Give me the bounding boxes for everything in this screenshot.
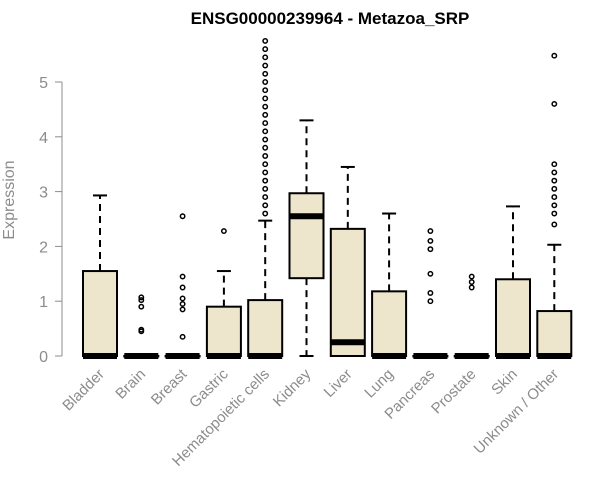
y-tick-label: 0 (39, 349, 48, 366)
outlier-point (262, 54, 269, 61)
box-group (288, 119, 325, 357)
outlier-point (179, 273, 186, 280)
outlier-point (262, 70, 269, 77)
outlier-point (262, 136, 269, 143)
outlier-point (427, 298, 434, 305)
outlier-point (427, 228, 434, 235)
outlier-point (551, 161, 558, 168)
outlier-point (262, 194, 269, 201)
x-category-label: Lung (361, 366, 397, 402)
outlier-point (262, 210, 269, 217)
box (329, 227, 366, 357)
outlier-point (179, 295, 186, 302)
outlier-point (138, 294, 145, 301)
outlier-point (262, 111, 269, 118)
x-category-label: Liver (321, 366, 356, 401)
outlier-point (468, 273, 475, 280)
x-category-label: Breast (148, 365, 191, 408)
outlier-point (138, 297, 145, 304)
outlier-point (262, 46, 269, 53)
outlier-point (179, 306, 186, 313)
box (536, 310, 573, 357)
outlier-point (262, 161, 269, 168)
box-group (329, 165, 366, 357)
outlier-point (427, 290, 434, 296)
box-group (123, 294, 160, 359)
outlier-point (551, 202, 558, 209)
outlier-point (179, 284, 186, 291)
box (82, 270, 118, 357)
outlier-point (262, 177, 269, 184)
x-category-label: Brain (112, 366, 149, 403)
outlier-point (262, 144, 269, 151)
outlier-point (551, 185, 558, 192)
outlier-point (427, 270, 434, 277)
outlier-point (551, 52, 558, 59)
chart-title: ENSG00000239964 - Metazoa_SRP (191, 9, 470, 28)
y-tick-label: 5 (39, 75, 48, 92)
outlier-point (179, 333, 186, 340)
outlier-point (262, 62, 269, 69)
outlier-point (262, 103, 269, 110)
outlier-point (179, 300, 186, 307)
box-group (205, 228, 242, 359)
outlier-point (262, 79, 269, 85)
box-group (412, 228, 449, 359)
outlier-point (551, 169, 558, 176)
outlier-point (262, 128, 269, 135)
x-category-label: Skin (488, 366, 521, 399)
y-tick-label: 4 (39, 130, 48, 147)
y-tick-label: 2 (39, 239, 48, 256)
box-group (247, 37, 284, 359)
outlier-point (262, 120, 269, 127)
outlier-point (262, 95, 269, 102)
outlier-point (551, 210, 558, 217)
outlier-point (468, 284, 475, 291)
y-axis: 0 1 2 3 4 5 (39, 75, 63, 366)
outlier-point (262, 169, 269, 176)
outlier-point (551, 221, 558, 228)
outlier-point (551, 100, 558, 107)
outlier-point (262, 202, 269, 209)
x-category-label: Prostate (428, 366, 480, 418)
outlier-point (427, 246, 434, 253)
box-group (371, 212, 408, 359)
outlier-point (262, 37, 269, 44)
y-tick-label: 1 (39, 294, 48, 311)
outlier-point (138, 303, 145, 310)
outlier-point (262, 87, 269, 94)
outlier-point (138, 326, 145, 333)
box-group (495, 205, 531, 359)
outlier-point (220, 228, 227, 235)
y-axis-label: Expression (1, 160, 18, 239)
box (371, 290, 408, 357)
outlier-point (427, 237, 434, 244)
box-group (82, 194, 118, 359)
boxes-group (82, 37, 573, 359)
box-group (453, 273, 490, 359)
outlier-point (179, 213, 186, 220)
x-category-label: Kidney (270, 365, 315, 410)
outlier-point (551, 194, 558, 201)
box (247, 299, 284, 358)
outlier-point (551, 177, 558, 184)
box (288, 192, 325, 280)
outlier-point (262, 185, 269, 192)
box (205, 305, 242, 357)
box (495, 278, 531, 357)
outlier-point (262, 153, 269, 159)
y-tick-label: 3 (39, 185, 48, 202)
box-group (164, 213, 201, 359)
box-group (536, 52, 573, 359)
x-category-label: Bladder (59, 366, 108, 415)
outlier-point (468, 279, 475, 285)
